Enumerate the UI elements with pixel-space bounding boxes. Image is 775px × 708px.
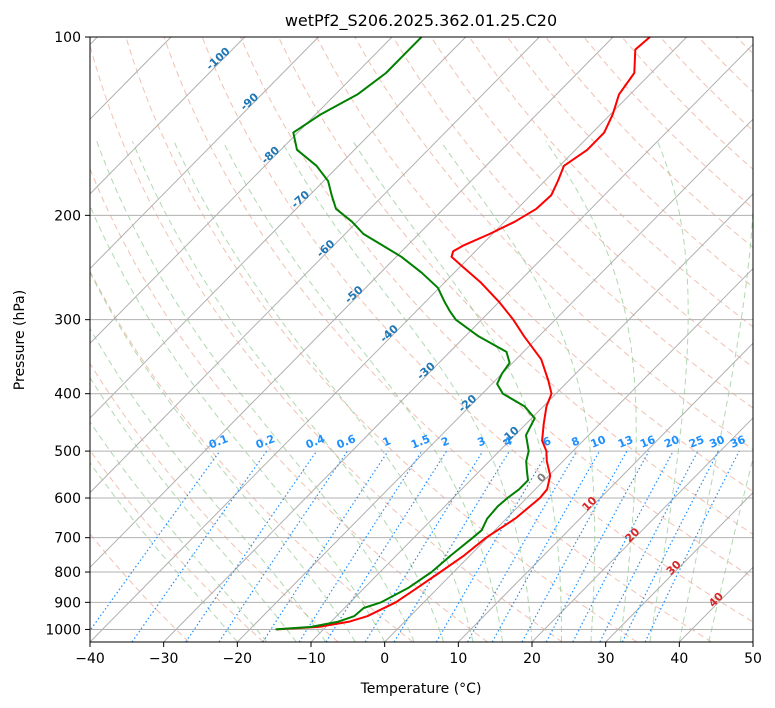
dry-adiabat-line [90,449,264,642]
mixing-ratio-label: 8 [570,434,582,449]
dry-adiabat-line [239,37,753,579]
x-tick-label: −20 [223,651,253,667]
y-tick-label: 200 [54,208,81,224]
isotherm-line [236,118,753,642]
dry-adiabat-line [90,362,339,642]
profile-series [275,37,651,631]
mixing-ratio-line [185,450,318,642]
isotherm-line [605,491,753,642]
mixing-ratio-label: 2 [439,434,451,449]
mixing-ratio-line [491,450,601,642]
mixing-ratio-line [262,450,389,642]
mixing-ratio-label: 10 [589,433,608,451]
mixing-ratio-line [521,450,628,642]
plot-background [90,37,753,642]
y-tick-label: 1000 [45,622,81,638]
dry-adiabat-line [90,167,488,642]
y-tick-label: 900 [54,595,81,611]
dry-adiabat-line [354,37,753,451]
mixing-ratio-label: 30 [708,433,727,451]
mixing-ratio-line [621,450,719,642]
mixing-ratio-line [90,450,221,632]
y-tick-label: 600 [54,491,81,507]
mixing-ratio-line [131,450,268,642]
x-tick-label: 0 [380,651,389,667]
isotherm-line [457,342,753,642]
mixing-ratio-label: 36 [728,433,747,451]
dry-adiabat-line [201,37,753,623]
isotherm-line [90,37,540,494]
mixing-ratio-label: 25 [687,433,706,451]
mixing-ratio-line [218,450,348,642]
isotherm-line [752,641,753,642]
dry-adiabat-line [392,37,753,409]
mixing-ratio-label: 13 [616,433,635,451]
mixing-ratio-line [298,450,423,642]
x-tick-label: 50 [744,651,762,667]
x-axis-label: Temperature (°C) [360,681,482,697]
isotherm-line [163,43,753,642]
isotherm-line [384,267,753,642]
y-tick-label: 800 [54,565,81,581]
mixing-ratio-label: 16 [638,433,657,451]
background-lines [90,37,753,642]
dry-adiabat-line [430,37,753,368]
isotherm-line [90,37,614,569]
x-tick-label: −30 [149,651,179,667]
x-tick-label: −10 [296,651,326,667]
dry-adiabat-line [316,37,753,493]
dry-adiabat-line [506,37,753,288]
y-axis-label: Pressure (hPa) [12,290,28,390]
mixing-ratio-line [644,450,740,642]
x-tick-label: 30 [597,651,615,667]
mixing-ratio-line [393,450,510,642]
isotherm-line [90,37,246,195]
x-tick-label: 10 [449,651,467,667]
y-tick-label: 300 [54,313,81,329]
plot-frame [89,36,754,643]
axis-ticks: −40 −30 −20 −10 0 10 20 30 40 50 100 200 300 400 500 60… [45,30,762,667]
temperature-profile-line [276,37,651,631]
dry-adiabat-line [125,37,638,642]
isotherm-line [310,193,753,642]
chart-title: wetPf2_S206.2025.362.01.25.C20 [285,11,557,31]
y-tick-label: 500 [54,444,81,460]
dry-adiabat-line [163,37,712,642]
mixing-ratio-line [364,450,484,642]
y-tick-label: 100 [54,30,81,46]
isotherm-line [90,37,688,642]
isotherm-line [531,417,753,642]
isotherm-line [90,37,467,419]
isotherm-line [90,37,319,270]
isotherm-line [90,37,393,344]
dry-adiabat-line [468,37,753,328]
dry-adiabat-line [90,43,563,642]
x-tick-label: 20 [523,651,541,667]
y-tick-label: 700 [54,531,81,547]
y-tick-label: 400 [54,387,81,403]
x-tick-label: −40 [75,651,105,667]
x-tick-label: 40 [670,651,688,667]
mixing-ratio-label: 3 [476,434,488,449]
mixing-ratio-label: 20 [662,433,681,451]
mixing-ratio-line [545,450,650,642]
dewpoint-profile-line [275,37,536,631]
mixing-ratio-label: 1 [381,434,393,449]
mixing-ratio-line [325,450,448,642]
